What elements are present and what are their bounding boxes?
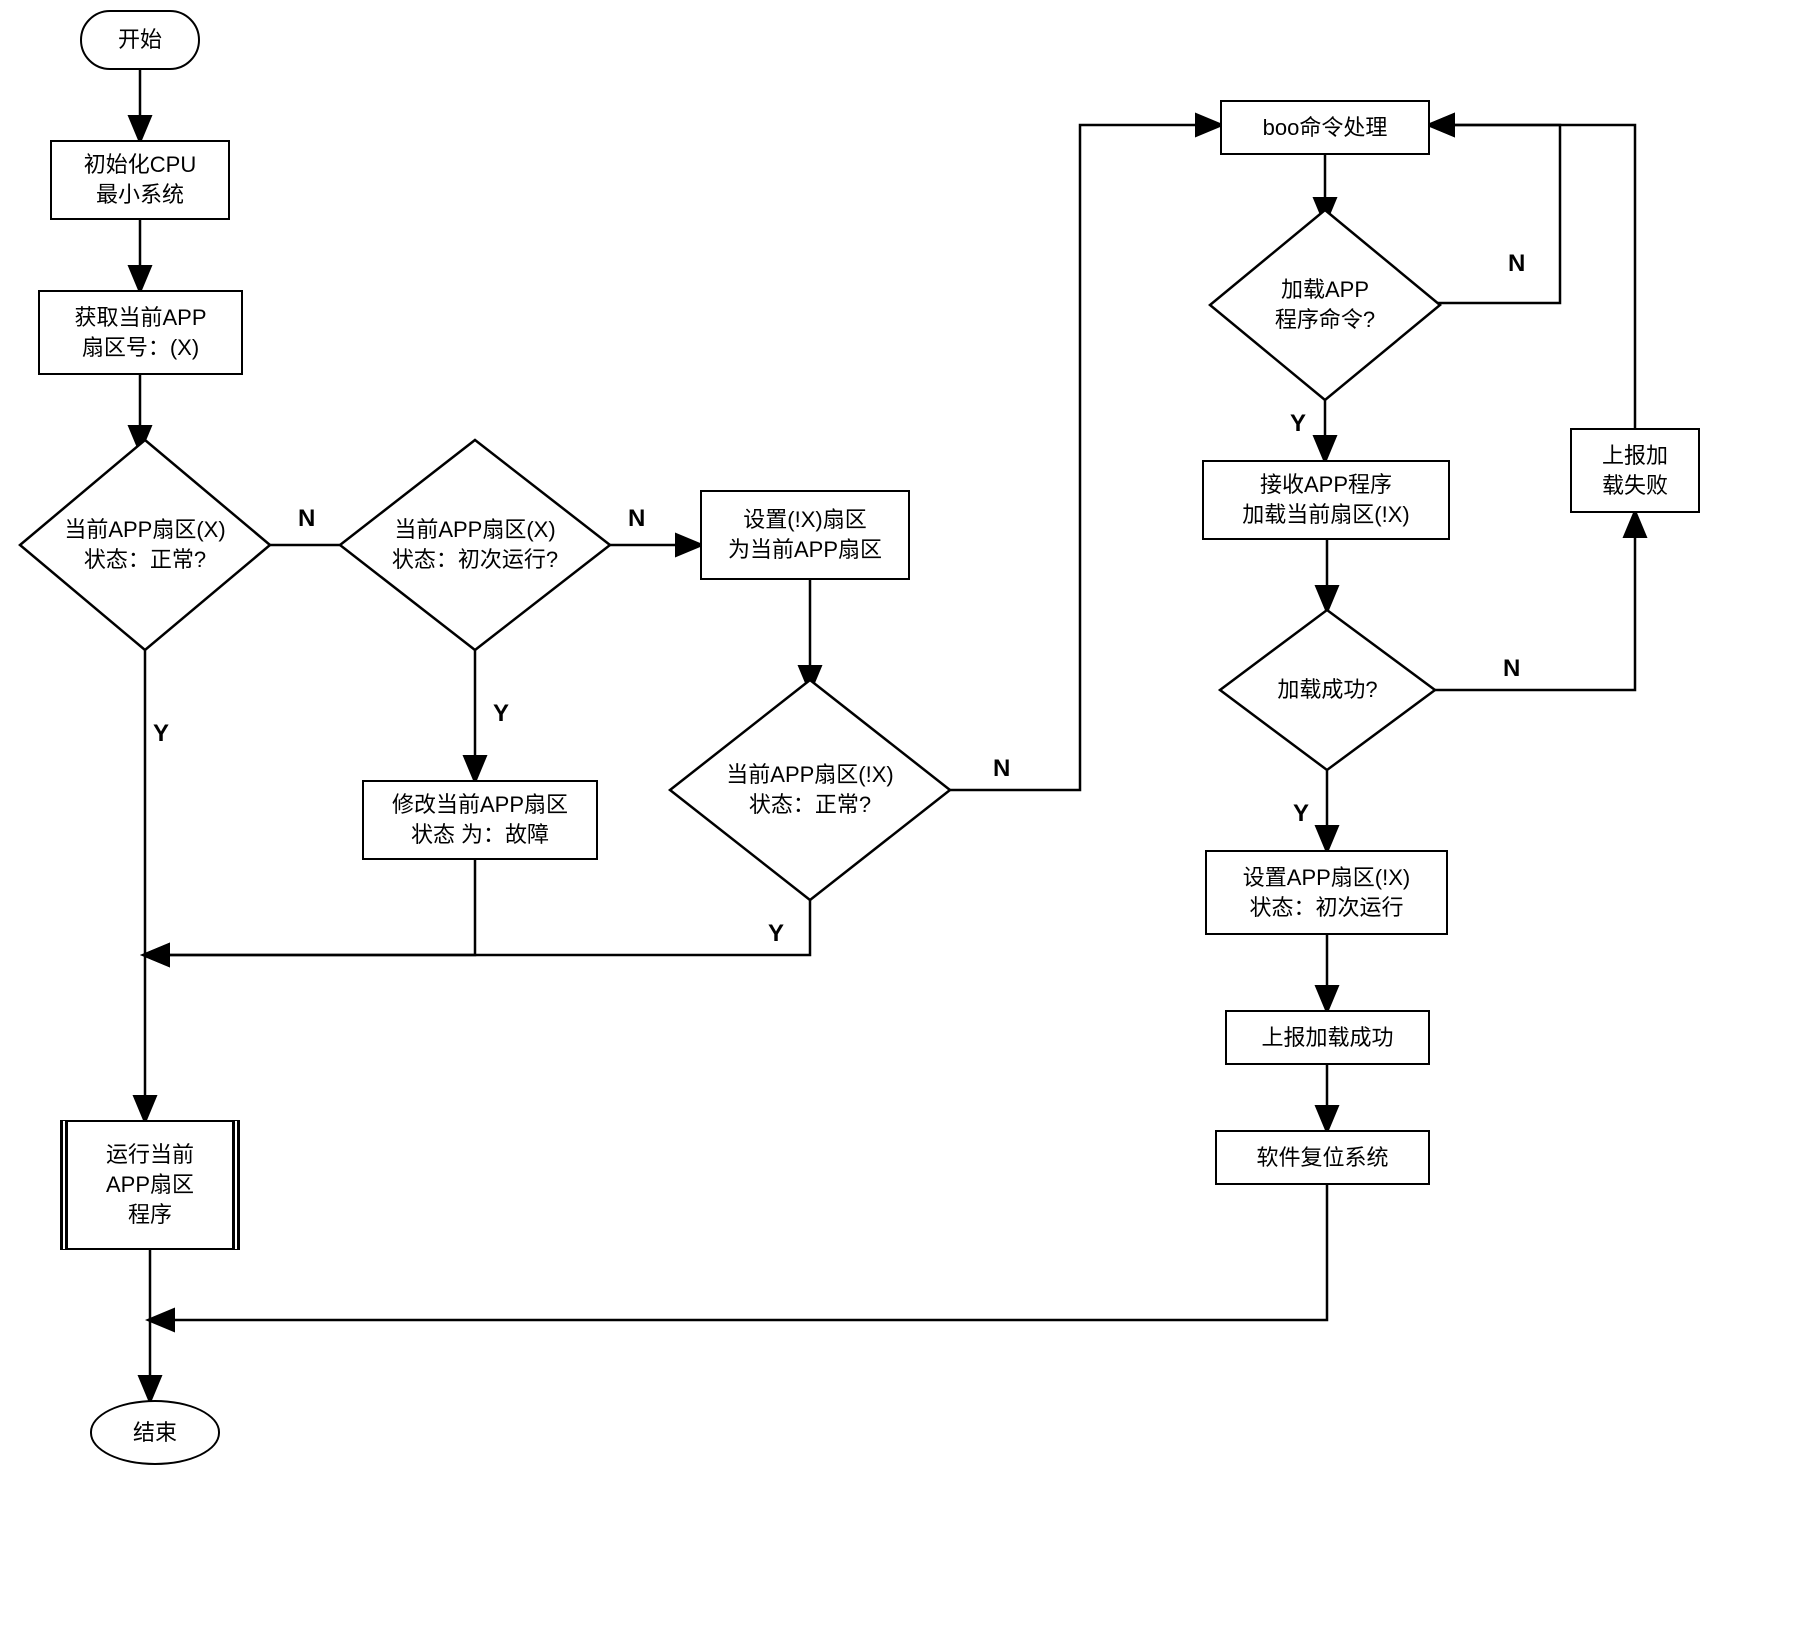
run-app-label: 运行当前APP扇区程序 [106,1140,194,1229]
init-cpu-node: 初始化CPU最小系统 [50,140,230,220]
decision-normal-x-label: 当前APP扇区(X)状态：正常? [64,515,225,574]
report-fail-label: 上报加载失败 [1602,441,1668,500]
decision-normal-notx-label-wrap: 当前APP扇区(!X)状态：正常? [660,670,960,910]
recv-app-label: 接收APP程序加载当前扇区(!X) [1242,470,1409,529]
set-first-label: 设置APP扇区(!X)状态：初次运行 [1243,863,1410,922]
boo-cmd-node: boo命令处理 [1220,100,1430,155]
init-cpu-label: 初始化CPU最小系统 [84,150,196,209]
report-fail-node: 上报加载失败 [1570,428,1700,513]
edge-label-n1: N [295,505,318,533]
decision-load-cmd-label-wrap: 加载APP程序命令? [1200,200,1450,410]
edge-label-n3: N [990,755,1013,783]
get-sector-node: 获取当前APP扇区号：(X) [38,290,243,375]
edge-label-y2: Y [490,700,512,728]
boo-cmd-label: boo命令处理 [1263,113,1388,143]
decision-load-ok-label: 加载成功? [1277,675,1377,705]
edge-label-n4: N [1505,250,1528,278]
run-app-node: 运行当前APP扇区程序 [60,1120,240,1250]
edge-label-y1: Y [150,720,172,748]
start-label: 开始 [118,25,162,55]
edge-label-y5: Y [1290,800,1312,828]
edge-label-y4: Y [1287,410,1309,438]
set-notx-node: 设置(!X)扇区为当前APP扇区 [700,490,910,580]
get-sector-label: 获取当前APP扇区号：(X) [74,303,206,362]
mod-fault-node: 修改当前APP扇区状态 为：故障 [362,780,598,860]
recv-app-node: 接收APP程序加载当前扇区(!X) [1202,460,1450,540]
report-ok-node: 上报加载成功 [1225,1010,1430,1065]
report-ok-label: 上报加载成功 [1261,1023,1393,1053]
set-first-node: 设置APP扇区(!X)状态：初次运行 [1205,850,1448,935]
start-node: 开始 [80,10,200,70]
end-node: 结束 [90,1400,220,1465]
decision-first-x-label: 当前APP扇区(X)状态：初次运行? [392,515,558,574]
end-label: 结束 [133,1418,177,1448]
set-notx-label: 设置(!X)扇区为当前APP扇区 [728,505,882,564]
soft-reset-node: 软件复位系统 [1215,1130,1430,1185]
edge-label-n2: N [625,505,648,533]
decision-normal-notx-label: 当前APP扇区(!X)状态：正常? [726,760,893,819]
decision-first-x-label-wrap: 当前APP扇区(X)状态：初次运行? [330,430,620,660]
mod-fault-label: 修改当前APP扇区状态 为：故障 [392,790,568,849]
decision-load-cmd-label: 加载APP程序命令? [1275,275,1375,334]
decision-load-ok-label-wrap: 加载成功? [1210,600,1445,780]
decision-normal-x-label-wrap: 当前APP扇区(X)状态：正常? [10,430,280,660]
edge-label-y3: Y [765,920,787,948]
edge-label-n5: N [1500,655,1523,683]
soft-reset-label: 软件复位系统 [1256,1143,1388,1173]
